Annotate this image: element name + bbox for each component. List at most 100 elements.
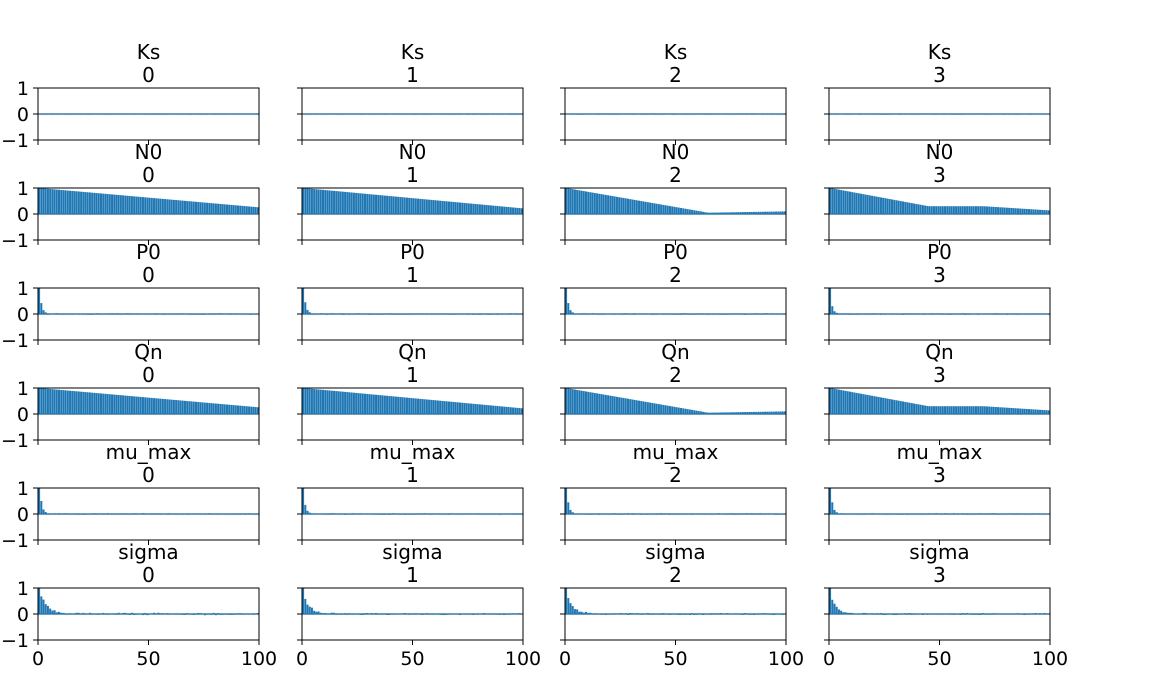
acf-bar <box>611 396 614 414</box>
subplot-title-variable: mu_max <box>633 440 719 464</box>
acf-bar <box>899 401 902 414</box>
acf-bar <box>944 406 947 414</box>
acf-bar <box>741 412 744 414</box>
acf-bar <box>1028 409 1030 414</box>
acf-bar <box>1001 407 1004 414</box>
acf-bar <box>203 202 206 214</box>
x-tick-label: 0 <box>823 648 835 670</box>
acf-bar <box>741 212 744 214</box>
acf-bar <box>862 194 865 214</box>
acf-bar <box>97 393 100 414</box>
acf-bar <box>684 408 687 414</box>
acf-bar <box>589 612 592 614</box>
acf-bar <box>199 202 202 214</box>
acf-bar <box>46 605 49 614</box>
acf-bar <box>944 206 947 214</box>
acf-bar <box>212 203 215 214</box>
acf-bar <box>104 193 107 214</box>
acf-bar <box>124 195 127 214</box>
acf-bar <box>837 609 840 614</box>
acf-bar <box>428 199 431 214</box>
acf-bar <box>1030 209 1033 214</box>
acf-bar <box>1045 210 1048 214</box>
acf-bar <box>443 201 446 214</box>
acf-bar <box>913 203 916 214</box>
subplot-title-variable: Qn <box>925 340 953 364</box>
acf-bar <box>322 189 324 214</box>
acf-bar <box>159 198 162 214</box>
acf-bar <box>223 204 226 214</box>
acf-bar <box>864 612 867 614</box>
acf-bar <box>602 194 605 214</box>
acf-bar <box>106 194 109 214</box>
acf-bar <box>42 388 45 414</box>
acf-bar <box>337 391 340 414</box>
acf-bar <box>719 412 722 414</box>
acf-bar <box>304 504 307 514</box>
acf-bar <box>42 188 45 214</box>
acf-bar <box>970 406 973 414</box>
acf-bar <box>1012 408 1015 414</box>
acf-bar <box>434 200 437 214</box>
acf-bar <box>403 197 406 214</box>
acf-bar <box>879 197 882 214</box>
acf-bar <box>902 201 905 214</box>
acf-bar <box>646 402 649 414</box>
acf-bar <box>234 405 237 414</box>
acf-bar <box>217 403 220 414</box>
acf-bar <box>708 412 711 414</box>
acf-bar <box>467 403 470 414</box>
acf-bar <box>217 203 220 214</box>
acf-bar <box>840 390 843 414</box>
acf-bar <box>137 196 140 214</box>
acf-bar <box>764 211 766 214</box>
acf-bar <box>503 406 506 414</box>
acf-bar <box>779 411 782 414</box>
acf-bar <box>241 405 244 414</box>
subplot-title-chain: 3 <box>933 63 946 87</box>
acf-bar <box>1045 410 1048 414</box>
acf-bar <box>691 409 694 414</box>
acf-bar <box>133 614 136 616</box>
acf-bar <box>673 206 676 214</box>
acf-bar <box>829 488 832 514</box>
acf-bar <box>410 198 413 214</box>
acf-bar <box>124 612 127 614</box>
acf-bar <box>155 398 158 414</box>
acf-bar <box>450 401 453 414</box>
acf-bar <box>768 211 771 214</box>
acf-bar <box>977 206 980 214</box>
acf-bar <box>38 588 41 614</box>
acf-bar <box>95 193 98 214</box>
acf-bar <box>408 397 411 414</box>
acf-bar <box>40 501 43 514</box>
subplot-title-chain: 1 <box>406 463 419 487</box>
acf-bar <box>585 391 587 414</box>
acf-bar <box>757 411 760 414</box>
y-tick-label: −1 <box>1 230 29 252</box>
acf-bar <box>203 614 206 616</box>
acf-bar <box>177 400 180 414</box>
acf-bar <box>55 612 58 614</box>
acf-bar <box>361 614 364 616</box>
acf-bar <box>660 204 663 214</box>
acf-bar <box>578 190 581 214</box>
acf-bar <box>633 399 636 414</box>
subplot-title-variable: mu_max <box>106 440 192 464</box>
acf-bar <box>436 200 439 214</box>
acf-bar <box>567 598 570 614</box>
x-tick-label: 100 <box>505 648 541 670</box>
y-tick-label: 1 <box>17 178 29 200</box>
acf-bar <box>1041 409 1044 414</box>
acf-bar <box>580 390 583 414</box>
acf-bar <box>781 211 784 214</box>
acf-bar <box>719 612 722 614</box>
acf-bar <box>330 390 333 414</box>
acf-bar <box>310 388 313 414</box>
acf-bar <box>615 196 618 214</box>
acf-bar <box>695 210 698 214</box>
